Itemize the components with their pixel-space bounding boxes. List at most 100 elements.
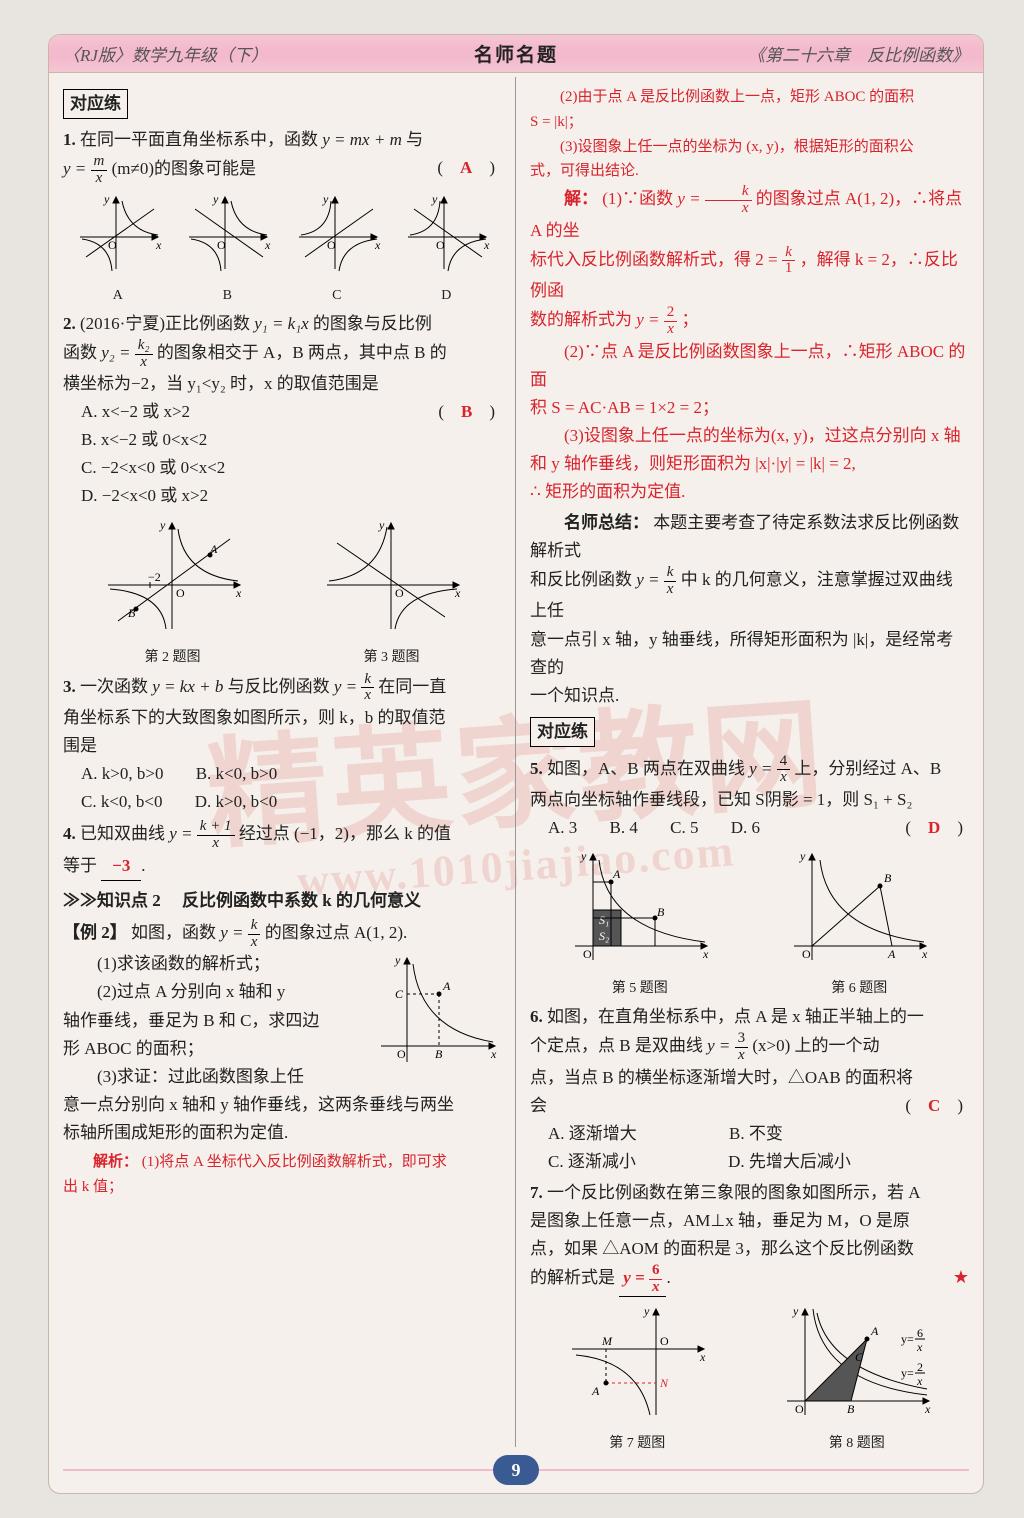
ex2-text-a: 如图，函数 (131, 923, 220, 942)
q6-fn: 3 (735, 1031, 749, 1048)
ex2-p3b: 意一点分别向 x 轴和 y 轴作垂线，这两条垂线与两坐 (63, 1095, 454, 1114)
q4-text-b: 经过点 (−1，2)，那么 k 的值 (239, 825, 451, 844)
svg-text:x: x (921, 947, 928, 961)
ex2-jiexi-b: 出 k 值； (63, 1179, 123, 1195)
q5-cap: 第 5 题图 (565, 977, 715, 1000)
ex2-frac-n: k (248, 918, 261, 935)
svg-text:y: y (378, 518, 385, 532)
svg-text:y: y (322, 192, 329, 206)
q6-opt-b: B. 不变 (729, 1120, 783, 1148)
header-bar: 〈RJ版〉数学九年级（下） 名师名题 《第二十六章 反比例函数》 (49, 35, 983, 73)
r-l4b: 积 S = AC·AB = 1×2 = 2； (530, 398, 719, 417)
svg-text:O: O (660, 1334, 669, 1348)
svg-text:y: y (643, 1304, 650, 1318)
ex2-jiexi-label: 解析： (93, 1154, 138, 1170)
svg-text:O: O (397, 1047, 406, 1061)
r-l3-pre: y = (636, 310, 664, 329)
r-l5c: ∴ 矩形的面积为定值. (530, 482, 685, 501)
q3-frac-d: x (361, 688, 374, 704)
mszj-e: 一个知识点. (530, 686, 619, 705)
svg-text:x: x (264, 238, 271, 252)
content: 对应练 1. 在同一平面直角坐标系中，函数 y = mx + m 与 y = m… (49, 77, 983, 1447)
q5-q6-figs: xyO S₁ S₂ AB 第 5 题图 (530, 846, 969, 1000)
q5-opt-d: D. 6 (731, 814, 760, 842)
q4-text-a: 已知双曲线 (80, 825, 169, 844)
q1-eq1-post: 与 (406, 130, 423, 149)
svg-text:6: 6 (917, 1326, 923, 1340)
q1-eq2-pre: y = (63, 159, 91, 178)
ex2-p2b: 轴作垂线，垂足为 B 和 C，求四边 (63, 1011, 319, 1030)
q6-options: A. 逐渐增大 B. 不变 C. 逐渐减小 D. 先增大后减小 (548, 1120, 969, 1176)
q2-figure: xyO −2 A B 第 2 题图 (98, 515, 248, 669)
q8-figure: xyO A C B y= 6x y= 2x 第 8 题图 (777, 1301, 937, 1455)
svg-text:O: O (217, 238, 226, 252)
svg-text:O: O (436, 238, 445, 252)
ex2-figure: xy O A C B (371, 950, 501, 1090)
svg-text:S₂: S₂ (599, 929, 609, 943)
q4-eq-pre: y = (169, 825, 197, 844)
mszj-d: 意一点引 x 轴，y 轴垂线，所得矩形面积为 |k|，是经常考查的 (530, 630, 953, 677)
svg-text:y: y (103, 192, 110, 206)
q4-frac-d: x (197, 836, 235, 852)
r-l4: (2)∵点 A 是反比例函数图象上一点，∴矩形 ABOC 的面 (530, 338, 969, 394)
ex2-text-b: 的图象过点 A(1, 2). (265, 923, 408, 942)
svg-text:y: y (799, 849, 806, 863)
example-2: 【例 2】 如图，函数 y = kx 的图象过点 A(1, 2). (1)求该函… (63, 918, 501, 1147)
q1-figures: xyO A xyO B (63, 191, 501, 307)
section-2-head: ≫≫知识点 2 反比例函数中系数 k 的几何意义 (63, 887, 501, 915)
q3-text-b: 与反比例函数 (228, 677, 334, 696)
q7-text: 一个反比例函数在第三象限的图象如图所示，若 A (547, 1183, 921, 1202)
section-2-pre: ≫≫知识点 2 (63, 891, 161, 910)
q1-text-a: 在同一平面直角坐标系中，函数 (80, 130, 322, 149)
r-l1-fd: x (705, 201, 752, 217)
mszj-fd: x (664, 582, 677, 598)
q5-fn: 4 (777, 754, 791, 771)
q6-opt-a: A. 逐渐增大 (548, 1120, 637, 1148)
mszj-fn: k (664, 565, 677, 582)
q2-frac-n: k₂ (135, 338, 153, 355)
svg-text:B: B (657, 905, 665, 919)
r-l2-fd: 1 (782, 261, 796, 277)
mszj-label: 名师总结： (564, 513, 649, 532)
svg-text:2: 2 (917, 1360, 923, 1374)
q3-opt-a: A. k>0, b>0 (81, 760, 163, 788)
q3-options: A. k>0, b>0 B. k<0, b>0 C. k<0, b<0 D. k… (81, 760, 501, 816)
ex2-p1: (1)求该函数的解析式； (63, 950, 371, 978)
q3-text-a: 一次函数 (80, 677, 152, 696)
q7-ans-fn: 6 (649, 1263, 663, 1280)
svg-text:C: C (395, 987, 404, 1001)
svg-text:x: x (483, 238, 490, 252)
q2-y1: y₁ = k₁x (254, 314, 308, 333)
r-l2-fn: k (782, 245, 796, 262)
q2-cap: 第 2 题图 (98, 646, 248, 669)
q5-line2: 两点向坐标轴作垂线段，已知 S阴影 = 1，则 S₁ + S₂ (530, 790, 912, 809)
q3-eq1: y = kx + b (152, 677, 223, 696)
svg-text:x: x (374, 238, 381, 252)
r-l2: 标代入反比例函数解析式，得 2 = (530, 250, 782, 269)
q3-line2: 角坐标系下的大致图象如图所示，则 k，b 的取值范 (63, 708, 446, 727)
question-3: 3. 一次函数 y = kx + b 与反比例函数 y = kx 在同一直 角坐… (63, 672, 501, 817)
q4-frac-n: k + 1 (197, 819, 235, 836)
svg-text:B: B (847, 1402, 855, 1416)
q5-opt-b: B. 4 (610, 814, 638, 842)
q5-opt-c: C. 5 (670, 814, 698, 842)
ex2-p3c: 标轴所围成矩形的面积为定值. (63, 1123, 288, 1142)
q6-text: 如图，在直角坐标系中，点 A 是 x 轴正半轴上的一 (547, 1007, 924, 1026)
ex2-p2a: (2)过点 A 分别向 x 轴和 y (63, 978, 371, 1006)
r-l1a: (1)∵函数 (602, 189, 677, 208)
svg-text:y: y (792, 1304, 799, 1318)
q2-line2b: 的图象相交于 A，B 两点，其中点 B 的 (157, 343, 447, 362)
q6-cap: 第 6 题图 (784, 977, 934, 1000)
q8-cap: 第 8 题图 (777, 1432, 937, 1455)
svg-text:x: x (235, 586, 242, 600)
practice-label-right: 对应练 (530, 717, 595, 747)
q7-q8-figs: xyO A M N 第 7 题图 xyO (530, 1301, 969, 1455)
svg-text:x: x (916, 1340, 923, 1354)
svg-text:y=: y= (901, 1332, 914, 1346)
svg-text:x: x (490, 1047, 497, 1061)
mszj: 名师总结： 本题主要考查了待定系数法求反比例函数解析式 和反比例函数 y = k… (530, 509, 969, 710)
footer-line-right (535, 1469, 969, 1471)
header-title: 名师名题 (474, 40, 558, 67)
q6-answer: C (928, 1096, 940, 1115)
r-p3: (3)设图象上任一点的坐标为 (x, y)，根据矩形的面积公 (530, 135, 969, 160)
